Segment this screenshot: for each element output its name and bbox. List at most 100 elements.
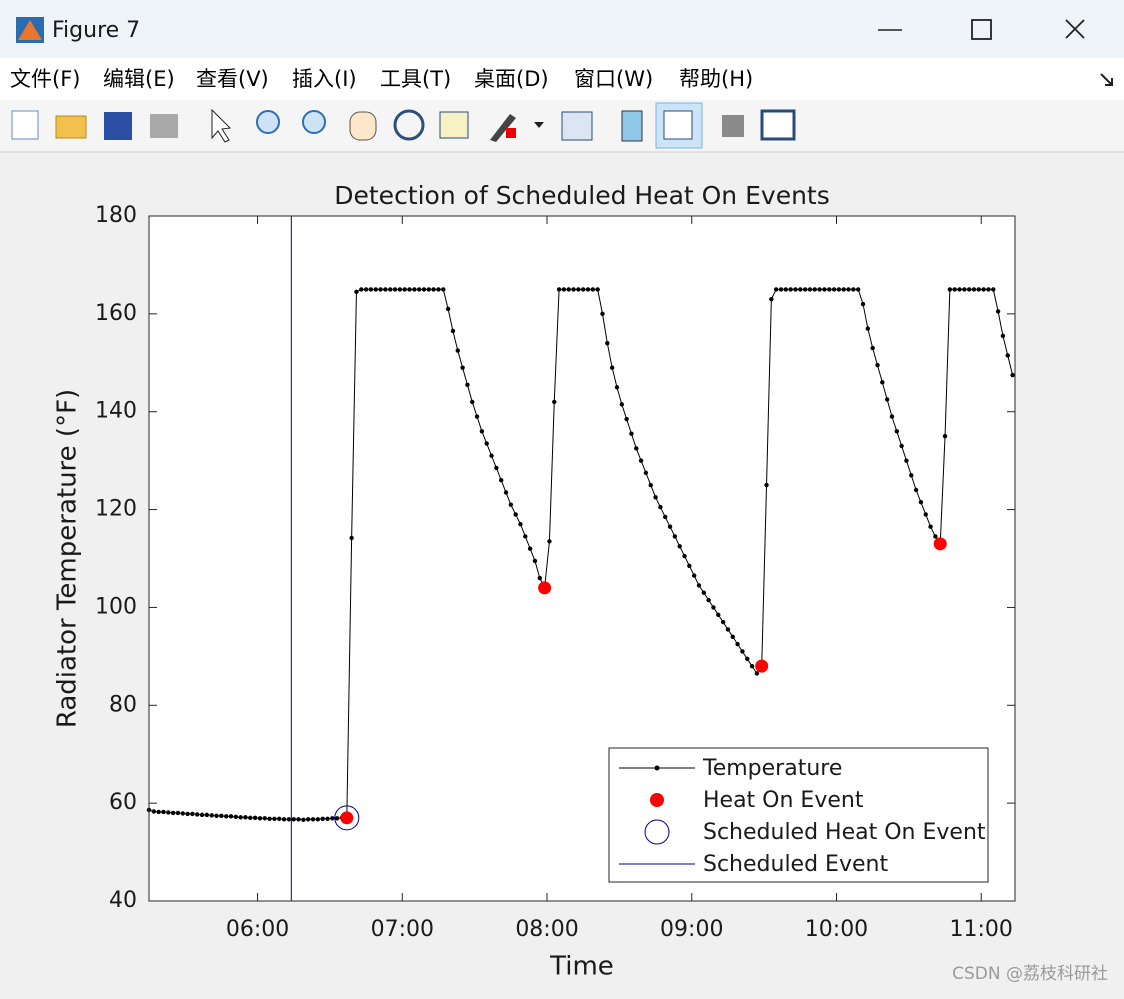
temperature-point: [223, 814, 229, 819]
temperature-point: [884, 397, 890, 402]
menu-item[interactable]: 文件(F): [10, 67, 80, 91]
temperature-point: [667, 524, 673, 529]
temperature-point: [498, 478, 504, 483]
legend-marker: [654, 765, 660, 771]
x-tick-label: 11:00: [950, 917, 1013, 942]
temperature-point: [349, 535, 354, 541]
brush-icon[interactable]: [490, 114, 516, 142]
temperature-point: [638, 458, 644, 463]
temperature-point: [252, 815, 258, 821]
temperature-point: [474, 414, 480, 419]
temperature-point: [769, 296, 774, 302]
temperature-point: [484, 441, 489, 446]
temperature-point: [605, 341, 610, 346]
temperature-point: [870, 345, 875, 351]
temperature-point: [788, 287, 793, 292]
watermark: CSDN @荔枝科研社: [952, 964, 1108, 984]
temperature-point: [465, 382, 470, 388]
temperature-point: [301, 817, 306, 822]
temperature-point: [701, 590, 707, 595]
menu-item[interactable]: 窗口(W): [574, 67, 653, 91]
rotate-icon[interactable]: [393, 109, 425, 141]
temperature-point: [798, 287, 803, 292]
temperature-point: [359, 287, 364, 292]
temperature-point: [677, 544, 682, 549]
temperature-point: [151, 809, 157, 814]
temperature-point: [1005, 353, 1010, 358]
temperature-point: [807, 287, 813, 292]
legend-icon: [663, 110, 693, 140]
temperature-point: [392, 287, 398, 292]
temperature-point: [431, 287, 436, 292]
temperature-point: [600, 311, 605, 317]
temperature-point: [426, 287, 432, 292]
chart-title: Detection of Scheduled Heat On Events: [334, 181, 830, 210]
menu-item[interactable]: 帮助(H): [679, 67, 753, 91]
temperature-point: [277, 816, 282, 821]
temperature-point: [696, 583, 702, 588]
temperature-point: [306, 817, 311, 822]
brush-color: [506, 128, 516, 138]
temperature-point: [841, 287, 846, 292]
x-axis-label: Time: [549, 952, 614, 982]
menu-item[interactable]: 查看(V): [196, 67, 269, 91]
colorbar-icon[interactable]: [621, 110, 643, 142]
temperature-point: [966, 287, 972, 292]
legend-box: [608, 747, 989, 883]
data-tip-icon[interactable]: [439, 111, 469, 139]
temperature-point: [219, 813, 224, 819]
new-icon[interactable]: [11, 110, 39, 140]
temperature-point: [923, 512, 928, 517]
temperature-point: [441, 287, 446, 292]
y-axis-label: Radiator Temperature (°F): [53, 389, 83, 728]
menu-item[interactable]: 插入(I): [292, 67, 357, 91]
menu-item[interactable]: 工具(T): [380, 67, 451, 91]
temperature-point: [209, 813, 214, 818]
zoom-in-icon[interactable]: [256, 110, 280, 134]
temperature-point: [204, 812, 210, 818]
y-tick-label: 80: [109, 692, 137, 717]
temperature-point: [991, 287, 996, 292]
x-tick-label: 09:00: [660, 917, 723, 942]
pointer-icon[interactable]: [211, 108, 232, 143]
pan-icon[interactable]: [349, 111, 377, 141]
maximize-button[interactable]: [971, 19, 992, 40]
link-icon[interactable]: [561, 111, 593, 141]
temperature-point: [397, 287, 403, 292]
temperature-point: [170, 810, 176, 816]
temperature-point: [735, 641, 740, 647]
menu-bar: [0, 58, 1124, 100]
temperature-point: [706, 597, 711, 603]
brush-dropdown[interactable]: [534, 122, 544, 128]
close-button[interactable]: [1065, 19, 1085, 39]
temperature-point: [363, 287, 369, 292]
temperature-point: [812, 287, 817, 292]
menu-item[interactable]: 编辑(E): [103, 67, 175, 91]
temperature-point: [291, 817, 296, 822]
temperature-point: [672, 534, 678, 539]
print-icon[interactable]: [150, 114, 178, 138]
temperature-point: [175, 810, 181, 816]
temperature-point: [851, 287, 856, 292]
zoom-out-icon[interactable]: [302, 110, 326, 134]
temperature-point: [831, 287, 837, 292]
menu-item[interactable]: 桌面(D): [474, 67, 549, 91]
temperature-point: [730, 634, 735, 639]
menu-expand[interactable]: [1100, 73, 1113, 86]
save-icon[interactable]: [104, 112, 132, 140]
temperature-point: [576, 287, 581, 292]
temperature-point: [503, 490, 509, 495]
temperature-point: [836, 287, 842, 292]
temperature-point: [682, 553, 687, 559]
temperature-point: [643, 470, 649, 476]
temperature-point: [272, 816, 277, 821]
heat-on-event: [933, 537, 947, 551]
temperature-point: [523, 534, 528, 539]
dock-icon[interactable]: [760, 109, 796, 141]
temperature-point: [455, 348, 460, 353]
open-icon[interactable]: [55, 115, 87, 139]
hide-tools-icon[interactable]: [722, 115, 744, 137]
y-tick-label: 140: [95, 399, 137, 424]
